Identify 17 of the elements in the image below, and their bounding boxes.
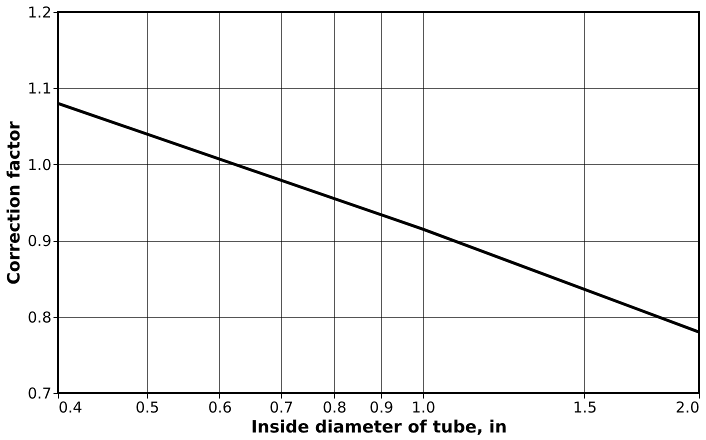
x-tick-label: 2.0 [676, 398, 700, 416]
y-tick-label: 1.0 [28, 156, 52, 174]
y-tick-label: 0.7 [28, 384, 52, 402]
x-tick-label: 0.7 [269, 398, 294, 416]
x-tick-label: 1.5 [572, 398, 597, 416]
y-tick-label: 0.8 [28, 308, 52, 326]
x-axis-title: Inside diameter of tube, in [251, 418, 507, 438]
x-tick-label: 0.5 [135, 398, 160, 416]
y-tick-label: 1.1 [28, 80, 52, 98]
x-tick-label: 1.0 [412, 398, 436, 416]
x-tick-label: 0.6 [208, 398, 232, 416]
x-tick-label: 0.9 [370, 398, 394, 416]
x-tick-label: 0.8 [322, 398, 346, 416]
y-axis-title: Correction factor [4, 120, 25, 285]
y-tick-label: 1.2 [28, 4, 52, 22]
y-tick-label: 0.9 [28, 232, 52, 250]
x-tick-label: 0.4 [58, 398, 82, 416]
